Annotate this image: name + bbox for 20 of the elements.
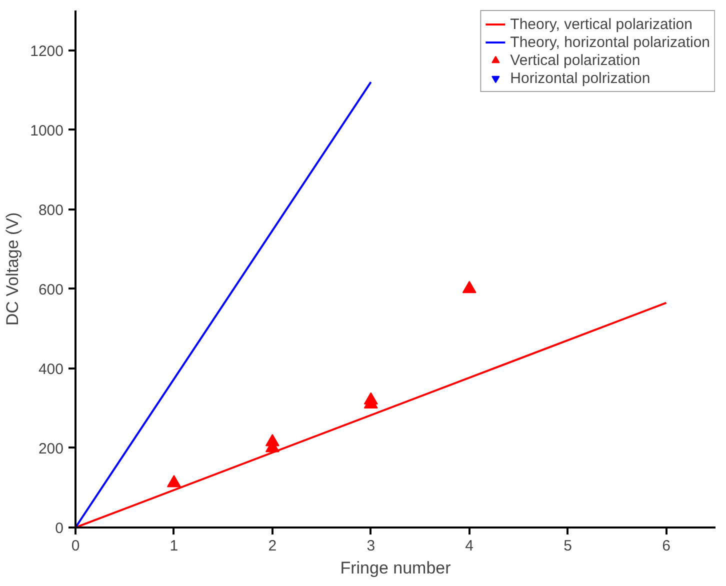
legend-label: Theory, vertical polarization <box>510 15 692 33</box>
x-tick-label: 1 <box>170 538 178 554</box>
y-tick-label: 400 <box>38 360 64 378</box>
legend-label: Theory, horizontal polarization <box>510 33 710 51</box>
y-tick-label: 1000 <box>30 122 64 140</box>
x-tick-label: 6 <box>662 538 670 554</box>
x-tick-label: 4 <box>465 538 474 554</box>
legend-label: Horizontal polrization <box>510 69 650 87</box>
x-tick-label: 0 <box>71 538 80 554</box>
x-tick-label: 2 <box>268 538 277 554</box>
y-tick-label: 0 <box>55 520 64 537</box>
y-axis-title: DC Voltage (V) <box>3 212 22 326</box>
y-tick-label: 200 <box>38 440 64 458</box>
y-tick-label: 600 <box>38 281 64 298</box>
legend-label: Vertical polarization <box>510 51 640 69</box>
x-axis-title: Fringe number <box>340 558 452 578</box>
x-tick-label: 3 <box>366 538 376 554</box>
y-tick-label: 800 <box>38 202 64 219</box>
y-tick-label: 1200 <box>30 42 64 60</box>
x-tick-label: 5 <box>564 538 572 554</box>
